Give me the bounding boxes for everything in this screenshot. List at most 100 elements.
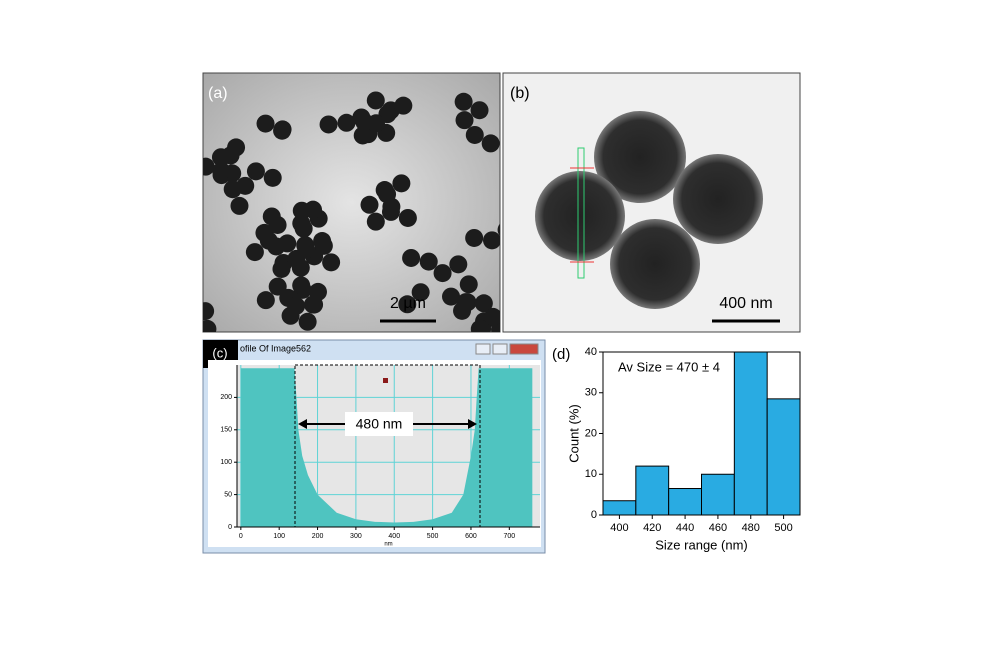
x-tick-label: 500 (427, 533, 439, 540)
bar (602, 500, 637, 516)
particle (366, 91, 385, 110)
particle (455, 111, 474, 130)
particle (411, 283, 430, 302)
particle (465, 125, 484, 144)
particles (203, 91, 500, 332)
particle (305, 295, 324, 314)
panel-label: (b) (510, 85, 530, 102)
particle (246, 162, 265, 181)
particle (484, 307, 500, 326)
particle (304, 200, 323, 219)
x-tick-label: 100 (273, 533, 285, 540)
particle (454, 92, 473, 111)
x-tick-label: 400 (610, 522, 628, 534)
particle (394, 96, 413, 115)
maximize-button[interactable] (492, 343, 508, 355)
y-tick-label: 150 (220, 427, 232, 434)
bar (635, 465, 670, 516)
particle (355, 113, 374, 132)
y-tick-label: 50 (224, 491, 232, 498)
selection-box (294, 364, 481, 528)
panel-b: (b) 400 nm (502, 72, 801, 333)
bar (668, 488, 703, 516)
histogram-chart: 400 420 440 460 480 500 0 10 20 30 40 Size range (n… (552, 346, 801, 552)
particle (470, 101, 489, 120)
particle (313, 232, 332, 251)
annotation: 480 nm (356, 416, 403, 432)
particle (360, 195, 379, 214)
particle (398, 295, 417, 314)
sphere (610, 219, 700, 309)
particle (272, 259, 291, 278)
y-tick-label: 0 (228, 524, 232, 531)
particle (398, 208, 417, 227)
bar (733, 351, 768, 516)
particle (449, 255, 468, 274)
scale-label: 400 nm (719, 295, 772, 312)
y-tick-label: 0 (591, 509, 597, 521)
particle (470, 320, 489, 332)
profile-chart: 0 100 200 300 400 500 600 700 0 50 100 150 200 nm 480 … (220, 364, 540, 548)
particle (322, 253, 341, 272)
particle (278, 234, 297, 253)
annotation: Av Size = 470 ± 4 (618, 359, 720, 374)
particle (203, 157, 215, 176)
x-tick-label: 600 (465, 533, 477, 540)
particle (273, 120, 292, 139)
particle (292, 214, 311, 233)
arrow-head (298, 419, 307, 429)
particle (459, 275, 478, 294)
panel-label: (d) (552, 346, 570, 363)
particle (298, 312, 317, 331)
scale-label: 2 µm (390, 295, 426, 312)
particle (481, 134, 500, 153)
particle (296, 236, 315, 255)
particle (268, 215, 287, 234)
y-tick-label: 10 (585, 468, 597, 480)
particle (230, 196, 249, 215)
profile-window: (c) ofile Of Image562 0 100 200 300 400 500 60… (202, 339, 546, 554)
x-tick-label: 500 (774, 522, 792, 534)
particle (203, 319, 217, 332)
y-tick-label: 100 (220, 459, 232, 466)
panel-label: (c) (212, 345, 227, 360)
particle (499, 140, 500, 146)
x-axis-label: nm (384, 542, 392, 548)
particle (245, 243, 264, 262)
window-title: ofile Of Image562 (240, 343, 311, 353)
x-tick-label: 200 (312, 533, 324, 540)
bar (766, 398, 801, 516)
particle (203, 302, 215, 321)
x-tick-label: 300 (350, 533, 362, 540)
panel-label: (a) (208, 85, 228, 102)
particle (483, 231, 500, 250)
x-tick-label: 400 (388, 533, 400, 540)
particle (433, 264, 452, 283)
particle (212, 161, 231, 180)
y-axis-label: Count (%) (566, 404, 581, 463)
profile-area (240, 368, 533, 527)
sphere (673, 154, 763, 244)
particle (353, 126, 372, 145)
x-tick-label: 460 (709, 522, 727, 534)
sphere (535, 171, 625, 261)
arrow-head (468, 419, 477, 429)
y-tick-label: 40 (585, 346, 597, 358)
particle (419, 252, 438, 271)
particle (236, 176, 255, 195)
minimize-button[interactable] (475, 343, 491, 355)
particle (221, 146, 240, 165)
y-tick-label: 200 (220, 394, 232, 401)
close-button[interactable] (509, 343, 539, 355)
particle (378, 185, 397, 204)
particle (259, 231, 278, 250)
particle (474, 294, 493, 313)
sphere (594, 111, 686, 203)
profile-box (577, 147, 585, 279)
particle (268, 277, 287, 296)
particle (287, 296, 306, 315)
particle (292, 276, 311, 295)
particle (453, 301, 472, 320)
particle (442, 287, 461, 306)
